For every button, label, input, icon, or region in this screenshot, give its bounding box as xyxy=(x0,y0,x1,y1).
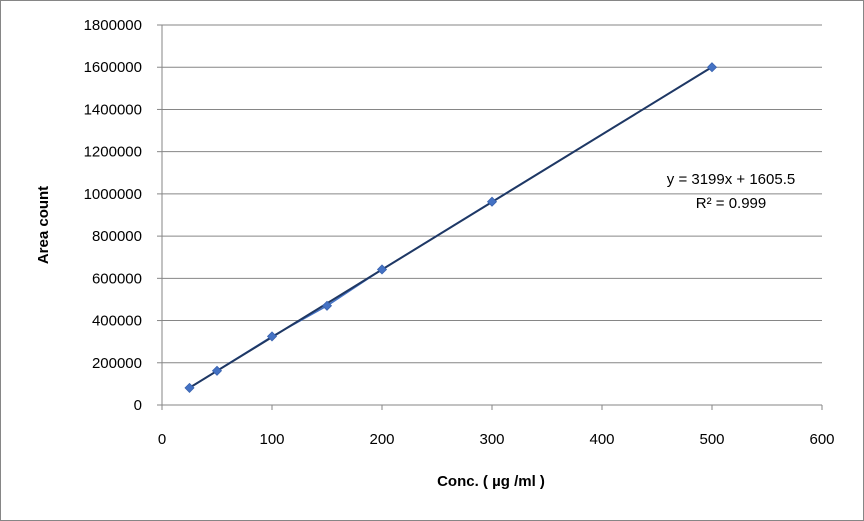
data-point xyxy=(211,365,223,376)
y-tick-label: 400000 xyxy=(92,313,142,330)
trendline xyxy=(188,66,713,389)
x-axis-title: Conc. ( µg /ml ) xyxy=(437,473,545,490)
x-tick-label: 400 xyxy=(589,431,614,448)
x-tick-label: 300 xyxy=(479,431,504,448)
y-tick-label: 1600000 xyxy=(84,59,142,76)
trendline-equation: y = 3199x + 1605.5 xyxy=(667,171,795,188)
y-axis-title: Area count xyxy=(35,186,52,264)
data-point xyxy=(706,62,718,73)
data-point xyxy=(321,300,333,311)
data-point xyxy=(184,382,195,393)
y-tick-labels: 0 200000 400000 600000 800000 1000000 1200000 1… xyxy=(84,17,142,414)
x-tick-label: 500 xyxy=(699,431,724,448)
y-tick-label: 600000 xyxy=(92,270,142,287)
y-tick-label: 1200000 xyxy=(84,144,142,161)
axes xyxy=(161,25,822,406)
x-tick-label: 200 xyxy=(369,431,394,448)
x-tick-label: 0 xyxy=(158,431,166,448)
y-tick-label: 1000000 xyxy=(84,186,142,203)
gridlines xyxy=(157,24,823,410)
data-point xyxy=(486,196,498,207)
y-tick-label: 0 xyxy=(134,397,142,414)
data-markers xyxy=(184,62,718,393)
x-tick-labels: 0 100 200 300 400 500 600 xyxy=(158,431,835,448)
data-point xyxy=(376,264,388,275)
y-tick-label: 1400000 xyxy=(84,101,142,118)
y-tick-label: 800000 xyxy=(92,228,142,245)
trendline-group xyxy=(188,66,713,389)
x-tick-label: 100 xyxy=(259,431,284,448)
y-tick-label: 1800000 xyxy=(84,17,142,34)
data-point xyxy=(266,331,278,342)
trendline-r-squared: R² = 0.999 xyxy=(696,195,766,212)
x-tick-label: 600 xyxy=(809,431,834,448)
y-tick-label: 200000 xyxy=(92,355,142,372)
